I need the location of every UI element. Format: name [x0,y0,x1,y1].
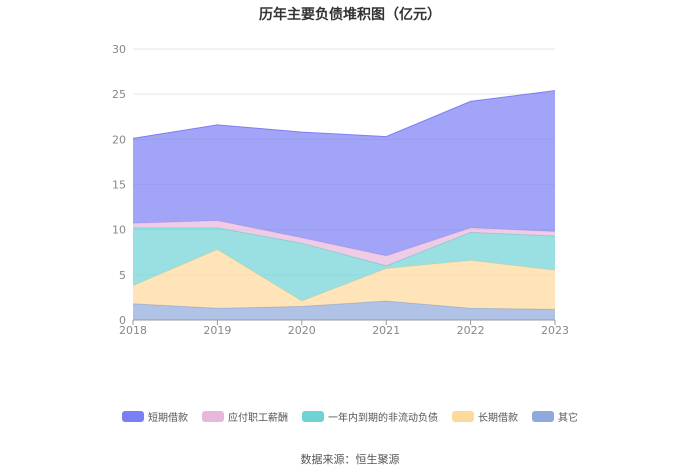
x-tick-label: 2019 [203,324,231,337]
y-tick-label: 25 [112,88,126,101]
legend-label: 短期借款 [148,413,188,424]
legend-label: 一年内到期的非流动负债 [328,413,438,424]
legend-item[interactable]: 短期借款 [122,409,188,424]
series-area-4 [133,90,555,256]
legend-swatch [122,411,144,422]
legend-swatch [532,411,554,422]
x-tick-label: 2022 [457,324,485,337]
legend-label: 其它 [558,413,578,424]
series-area-0 [133,301,555,320]
x-tick-label: 2021 [372,324,400,337]
legend-item[interactable]: 应付职工薪酬 [202,409,288,424]
legend-item[interactable]: 长期借款 [452,409,518,424]
series-line [132,90,556,139]
area-series [132,90,556,320]
x-tick-label: 2020 [288,324,316,337]
chart-legend: 短期借款 应付职工薪酬 一年内到期的非流动负债 长期借款 其它 [0,409,700,424]
x-tick-label: 2023 [541,324,569,337]
legend-swatch [202,411,224,422]
series-area-3 [133,220,555,266]
legend-item[interactable]: 一年内到期的非流动负债 [302,409,438,424]
axes: 0 5 10 15 20 25 30 2018 2019 2020 2021 2022 2023 [112,43,569,337]
legend-swatch [452,411,474,422]
y-tick-label: 10 [112,224,126,237]
legend-label: 长期借款 [478,413,518,424]
y-tick-label: 15 [112,179,126,192]
legend-label: 应付职工薪酬 [228,413,288,424]
y-tick-label: 5 [119,269,126,282]
y-tick-label: 20 [112,133,126,146]
series-area-1 [133,249,555,310]
legend-item[interactable]: 其它 [532,409,578,424]
legend-swatch [302,411,324,422]
y-tick-label: 0 [119,314,126,327]
x-tick-label: 2018 [119,324,147,337]
chart-title: 历年主要负债堆积图（亿元） [259,7,441,23]
data-source-note: 数据来源：恒生聚源 [300,453,400,466]
series-area-2 [133,227,555,301]
y-tick-label: 30 [112,43,126,56]
